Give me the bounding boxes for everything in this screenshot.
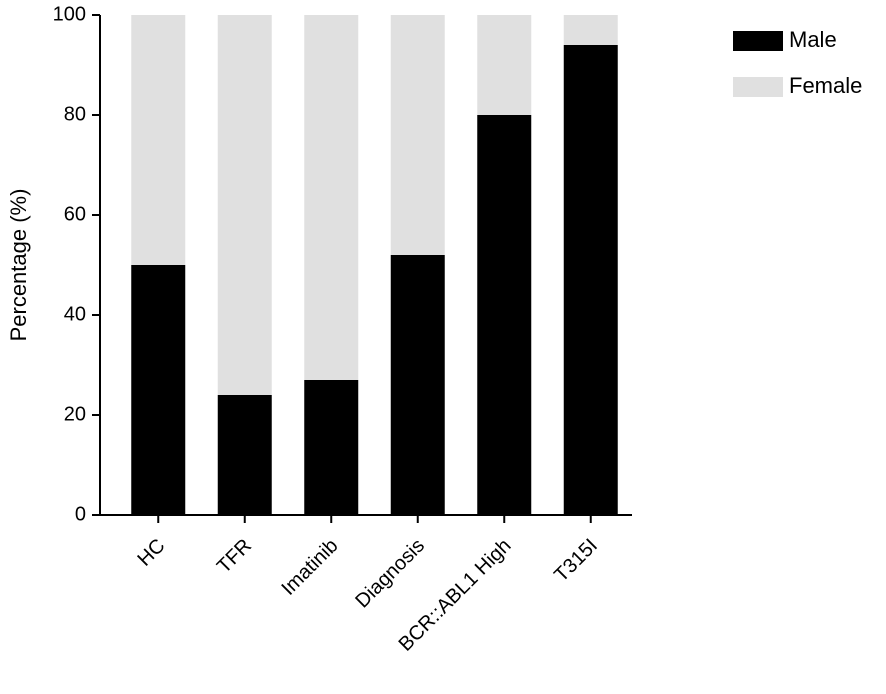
x-tick-label: HC — [134, 535, 170, 571]
legend-swatch — [733, 31, 783, 51]
bar-segment — [217, 15, 272, 395]
y-tick-label: 20 — [64, 403, 86, 425]
y-tick-label: 0 — [75, 503, 86, 525]
y-axis-title: Percentage (%) — [6, 189, 31, 342]
bar-segment — [390, 255, 445, 515]
legend-label: Male — [789, 27, 837, 52]
bar-segment — [131, 15, 186, 265]
bar-segment — [131, 265, 186, 515]
bar-segment — [304, 15, 359, 380]
x-tick-label: TFR — [213, 535, 256, 578]
bar-segment — [390, 15, 445, 255]
x-tick-label: Imatinib — [277, 535, 342, 600]
y-tick-label: 60 — [64, 203, 86, 225]
bar-segment — [477, 15, 532, 115]
legend-swatch — [733, 77, 783, 97]
y-tick-label: 100 — [53, 3, 86, 25]
x-tick-label: T315I — [550, 535, 602, 587]
y-tick-label: 80 — [64, 103, 86, 125]
bar-segment — [217, 395, 272, 515]
legend-label: Female — [789, 73, 862, 98]
bar-segment — [563, 45, 618, 515]
x-tick-label: Diagnosis — [351, 535, 429, 613]
bar-segment — [304, 380, 359, 515]
y-tick-label: 40 — [64, 303, 86, 325]
bar-segment — [563, 15, 618, 45]
bar-segment — [477, 115, 532, 515]
